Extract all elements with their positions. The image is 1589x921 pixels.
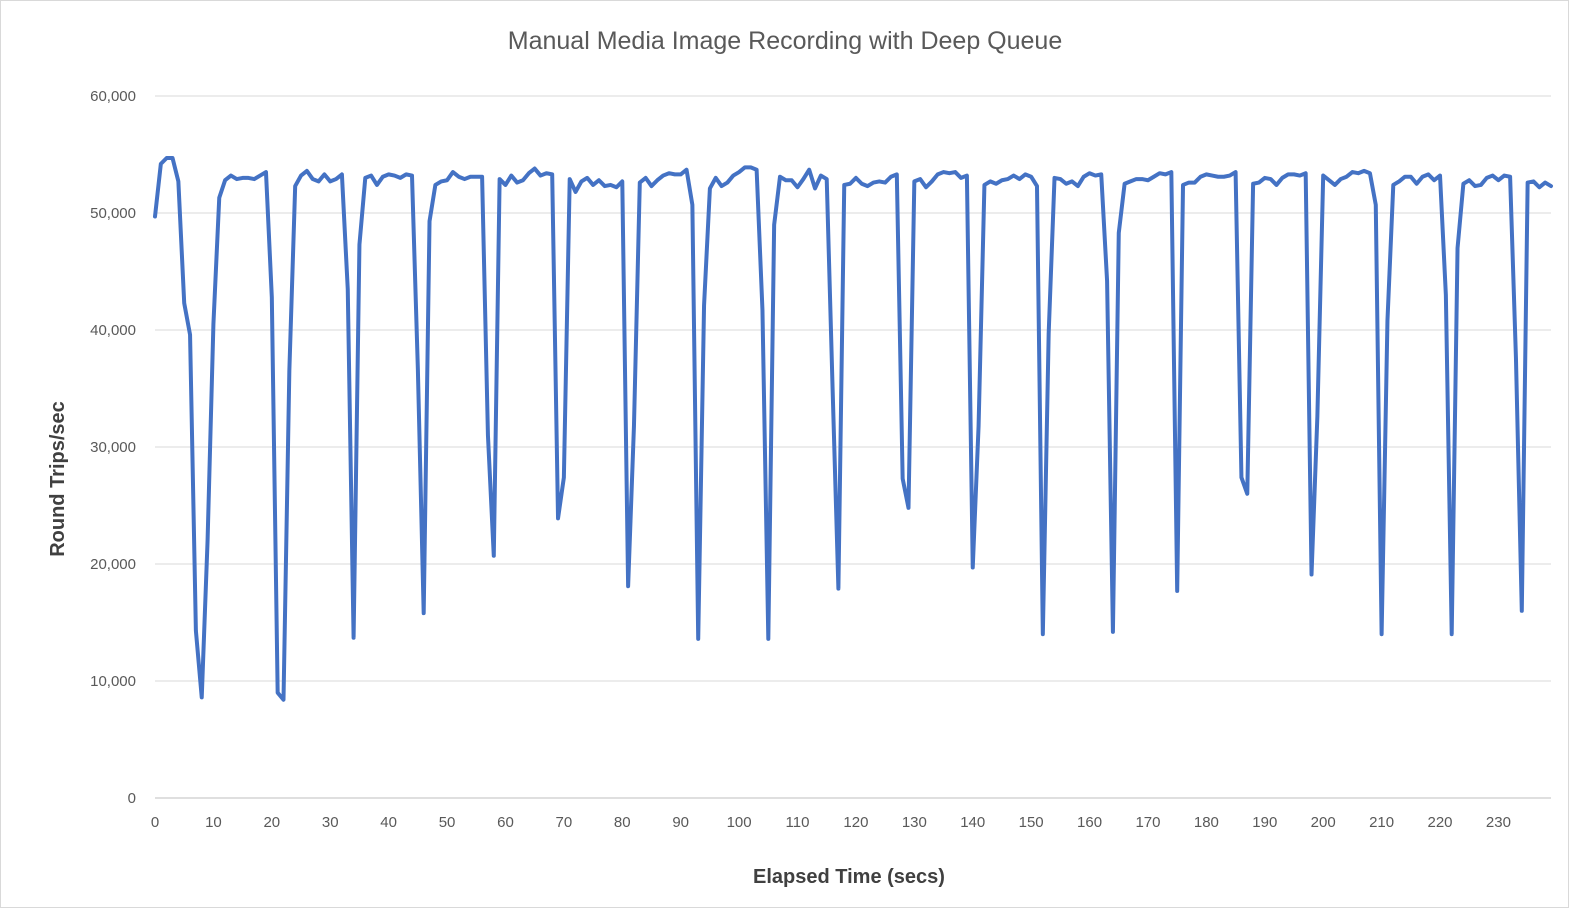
x-tick-label: 160 xyxy=(1077,814,1102,831)
x-tick-label: 90 xyxy=(672,814,689,831)
y-axis-tick-labels: 0 10,000 20,000 30,000 40,000 50,000 60,000 xyxy=(90,88,136,807)
y-axis-title: Round Trips/sec xyxy=(47,401,69,557)
x-tick-label: 140 xyxy=(960,814,985,831)
x-tick-label: 230 xyxy=(1486,814,1511,831)
chart-title: Manual Media Image Recording with Deep Q… xyxy=(508,27,1062,55)
x-tick-label: 20 xyxy=(263,814,280,831)
x-tick-label: 60 xyxy=(497,814,514,831)
y-tick-label: 10,000 xyxy=(90,673,136,690)
x-tick-label: 10 xyxy=(205,814,222,831)
y-tick-label: 30,000 xyxy=(90,439,136,456)
x-tick-label: 190 xyxy=(1252,814,1277,831)
gridlines xyxy=(155,95,1551,799)
x-tick-label: 30 xyxy=(322,814,339,831)
x-tick-label: 40 xyxy=(380,814,397,831)
y-tick-label: 0 xyxy=(128,790,136,807)
x-tick-label: 180 xyxy=(1194,814,1219,831)
y-tick-label: 60,000 xyxy=(90,88,136,105)
x-tick-label: 210 xyxy=(1369,814,1394,831)
x-tick-label: 70 xyxy=(556,814,573,831)
x-tick-label: 150 xyxy=(1019,814,1044,831)
x-tick-label: 110 xyxy=(786,814,810,831)
x-tick-label: 50 xyxy=(439,814,456,831)
x-axis-tick-labels: 0 10 20 30 40 50 60 70 80 90 100 110 120 130 140 150 160… xyxy=(151,814,1511,831)
x-tick-label: 80 xyxy=(614,814,631,831)
series-line xyxy=(153,156,1553,702)
series-layer xyxy=(153,156,1553,702)
x-axis-title: Elapsed Time (secs) xyxy=(753,866,945,888)
y-tick-label: 20,000 xyxy=(90,556,136,573)
x-tick-label: 170 xyxy=(1135,814,1160,831)
x-tick-label: 220 xyxy=(1428,814,1453,831)
x-tick-label: 100 xyxy=(727,814,752,831)
y-tick-label: 50,000 xyxy=(90,205,136,222)
line-chart: Manual Media Image Recording with Deep Q… xyxy=(47,27,1553,888)
x-tick-label: 200 xyxy=(1311,814,1336,831)
x-tick-label: 120 xyxy=(843,814,868,831)
x-tick-label: 130 xyxy=(902,814,927,831)
chart-frame: Manual Media Image Recording with Deep Q… xyxy=(0,0,1569,908)
y-tick-label: 40,000 xyxy=(90,322,136,339)
x-tick-label: 0 xyxy=(151,814,159,831)
